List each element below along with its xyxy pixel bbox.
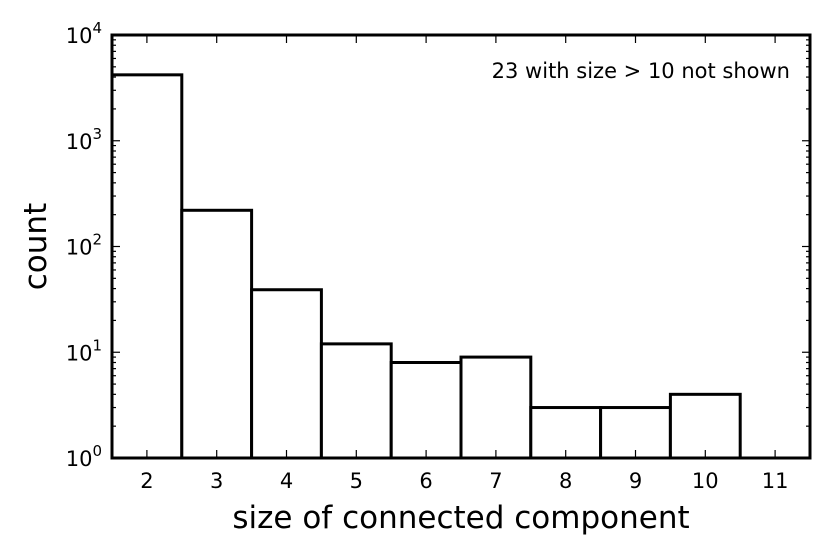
x-tick-label: 9 xyxy=(629,469,642,493)
x-tick-label: 8 xyxy=(559,469,572,493)
annotation-text: 23 with size > 10 not shown xyxy=(492,59,790,83)
bar-size-7 xyxy=(459,355,533,460)
x-tick-label: 6 xyxy=(419,469,432,493)
bar-size-2 xyxy=(110,73,184,460)
y-tick-labels: 100 101 102 103 104 xyxy=(66,19,102,471)
x-tick-label: 5 xyxy=(350,469,363,493)
x-tick-label: 4 xyxy=(280,469,293,493)
y-tick-label: 100 xyxy=(66,442,102,471)
y-tick-label: 101 xyxy=(66,336,102,365)
x-axis-title: size of connected component xyxy=(232,500,689,536)
x-tick-label: 10 xyxy=(692,469,719,493)
bar-size-4 xyxy=(250,288,323,460)
x-tick-labels: 2 3 4 5 6 7 8 9 10 11 xyxy=(140,469,788,493)
x-tick-label: 2 xyxy=(140,469,153,493)
y-axis-title: count xyxy=(18,203,54,290)
y-tick-label: 103 xyxy=(66,125,102,154)
bar-size-5 xyxy=(319,342,393,460)
y-tick-label: 102 xyxy=(66,231,102,260)
x-tick-label: 7 xyxy=(489,469,502,493)
bar-size-6 xyxy=(389,361,463,460)
plot-frame xyxy=(110,33,812,460)
x-tick-label: 11 xyxy=(762,469,789,493)
y-tick-label: 104 xyxy=(66,19,102,48)
bar-size-10 xyxy=(668,392,742,460)
x-tick-label: 3 xyxy=(210,469,223,493)
bar-group xyxy=(110,73,742,460)
bar-size-3 xyxy=(180,208,254,460)
